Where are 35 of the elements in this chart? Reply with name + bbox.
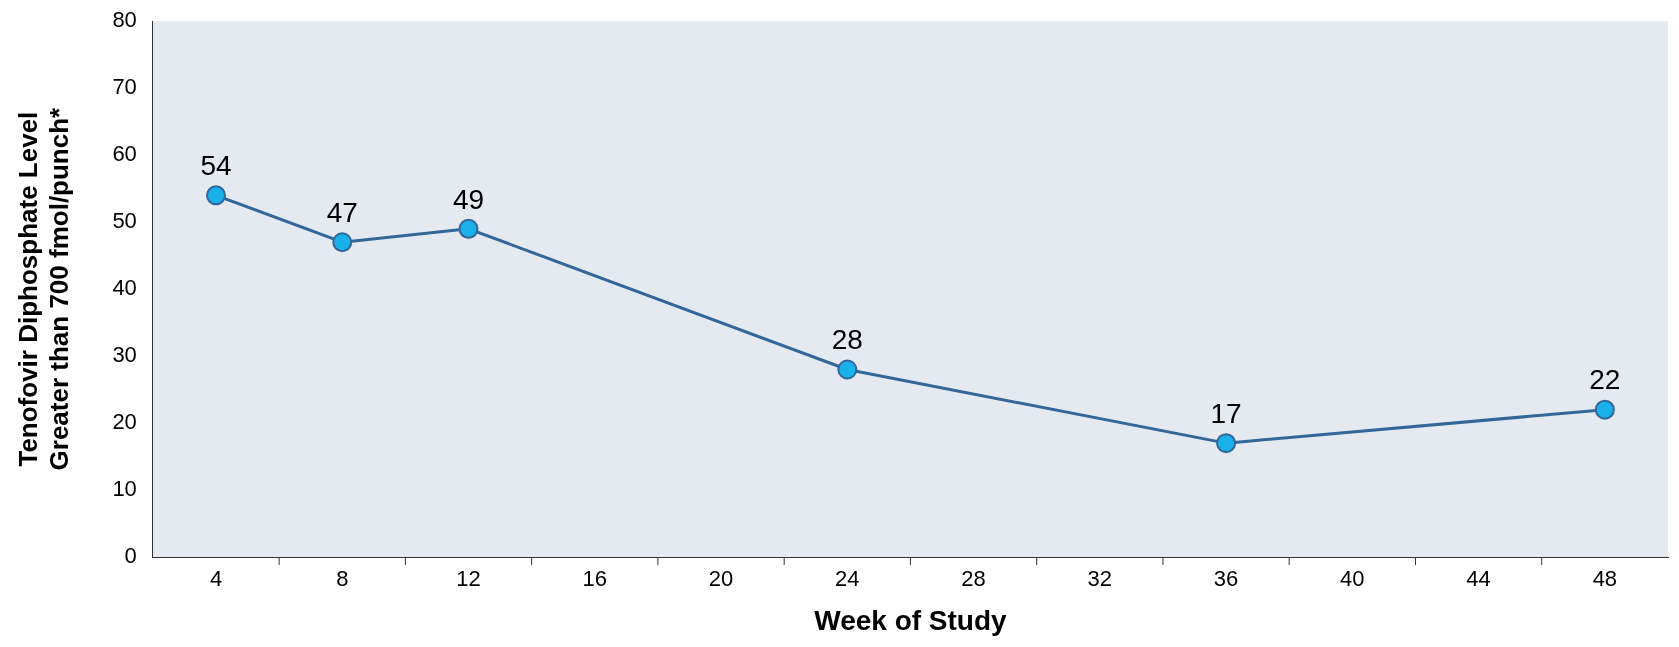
point bbox=[837, 359, 858, 380]
y-tick-label: 50 bbox=[112, 208, 137, 234]
x-tick-label: 32 bbox=[1087, 566, 1113, 592]
y-tick-label: 10 bbox=[112, 476, 137, 502]
y-tick-label: 30 bbox=[112, 342, 137, 368]
y-axis-title: Tenofovir Diphosphate Level Greater than 700 fmol/punch* bbox=[12, 106, 74, 471]
data-label: 47 bbox=[326, 196, 358, 228]
point bbox=[458, 218, 479, 239]
data-label: 49 bbox=[452, 183, 485, 215]
x-axis-title: Week of Study bbox=[814, 604, 1008, 636]
x-tick-label: 4 bbox=[209, 566, 223, 592]
x-tick-label: 40 bbox=[1340, 566, 1365, 592]
data-label: 28 bbox=[831, 324, 863, 356]
x-tick-label: 48 bbox=[1592, 566, 1618, 592]
x-tick-label: 12 bbox=[456, 566, 481, 592]
point bbox=[332, 232, 353, 253]
point bbox=[1594, 399, 1615, 420]
x-tick-label: 28 bbox=[961, 566, 986, 592]
point bbox=[1216, 433, 1237, 454]
data-label: 17 bbox=[1210, 397, 1242, 429]
x-tick-label: 24 bbox=[835, 566, 860, 592]
data-label: 22 bbox=[1589, 364, 1621, 396]
y-tick-label: 20 bbox=[112, 409, 137, 435]
y-tick-label: 70 bbox=[112, 74, 137, 100]
x-tick-label: 36 bbox=[1213, 566, 1239, 592]
x-tick-label: 16 bbox=[582, 566, 608, 592]
point bbox=[206, 185, 226, 206]
y-tick-label: 80 bbox=[112, 7, 137, 33]
x-tick-label: 20 bbox=[708, 566, 734, 592]
y-tick-label: 40 bbox=[112, 275, 137, 301]
x-tick-label: 44 bbox=[1466, 566, 1491, 592]
y-tick-label: 0 bbox=[124, 543, 137, 569]
data-label: 54 bbox=[200, 150, 232, 182]
x-tick-label: 8 bbox=[336, 566, 349, 592]
y-tick-label: 60 bbox=[112, 141, 137, 167]
